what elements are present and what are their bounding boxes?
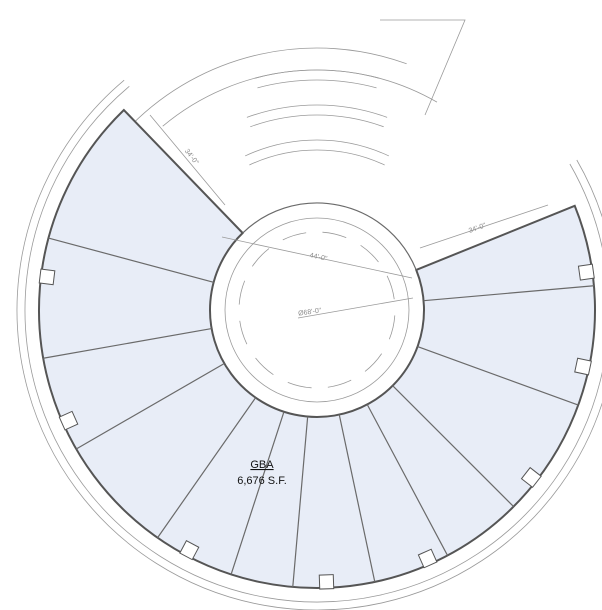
column-notch xyxy=(578,264,594,280)
seating-row xyxy=(245,140,389,156)
dimension-label: 34'-0" xyxy=(468,222,488,235)
area-label: 6,676 S.F. xyxy=(237,475,287,487)
inner-seat xyxy=(240,321,247,344)
column-notch xyxy=(39,269,55,285)
inner-seat xyxy=(361,245,379,262)
seating-row xyxy=(257,80,376,88)
inner-seat xyxy=(328,380,351,387)
seating-row xyxy=(250,115,383,127)
inner-seat xyxy=(288,382,312,387)
inner-seat xyxy=(239,281,244,305)
inner-seat xyxy=(365,354,382,372)
inner-seat xyxy=(256,358,274,375)
gba-label: GBA xyxy=(250,459,274,471)
outline-wing xyxy=(380,20,465,115)
inner-seat xyxy=(387,276,394,299)
seating-row xyxy=(247,105,387,117)
floor-plan: GBA 6,676 S.F. 44'-0" Ø68'-0" 34'-0" 34'… xyxy=(0,0,602,610)
column-notch xyxy=(575,358,592,375)
dimension-arc xyxy=(132,48,407,125)
inner-seat xyxy=(322,232,346,237)
inner-seat xyxy=(389,315,394,339)
seating-row xyxy=(255,70,379,78)
inner-seat xyxy=(252,249,269,267)
floor-area xyxy=(39,110,595,588)
seating-row xyxy=(249,150,384,165)
dimension-arc xyxy=(163,70,437,126)
dimension-label: 44'-0" xyxy=(309,252,328,263)
column-notch xyxy=(319,575,333,589)
inner-seat xyxy=(283,233,306,240)
